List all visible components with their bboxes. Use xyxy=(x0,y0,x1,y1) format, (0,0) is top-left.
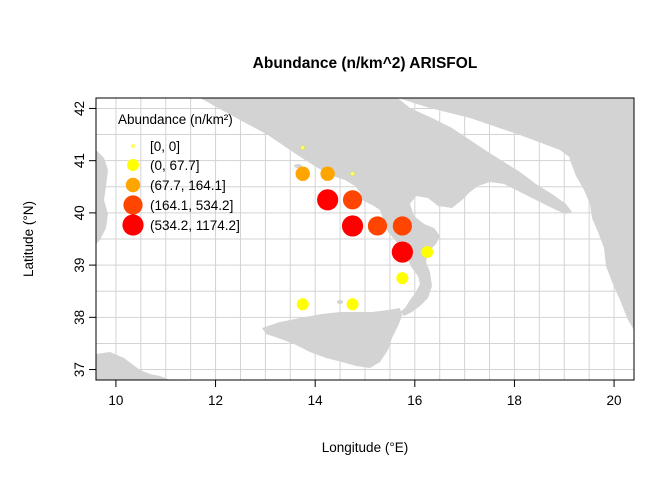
abundance-point xyxy=(392,216,412,236)
abundance-point xyxy=(300,145,306,151)
land-masses xyxy=(96,98,634,380)
legend-symbol xyxy=(127,159,139,171)
legend-label: [0, 0] xyxy=(150,139,180,154)
land-sardinia xyxy=(96,150,108,244)
abundance-point xyxy=(342,190,363,210)
abundance-point xyxy=(350,171,355,177)
land-island-aeolian xyxy=(337,300,343,304)
y-tick-label: 39 xyxy=(72,258,87,273)
y-tick-label: 37 xyxy=(72,362,87,377)
abundance-point xyxy=(421,246,434,259)
land-italy xyxy=(200,98,634,195)
abundance-points xyxy=(295,145,434,311)
x-tick-label: 16 xyxy=(407,393,422,408)
x-axis-label: Longitude (°E) xyxy=(322,440,408,455)
legend-label: (534.2, 1174.2] xyxy=(150,218,240,233)
legend-symbol xyxy=(130,143,136,149)
abundance-point xyxy=(367,216,388,236)
legend: Abundance (n/km²) [0, 0] (0, 67.7] (67.7, … xyxy=(118,112,240,236)
land-sicily xyxy=(262,308,402,368)
abundance-point xyxy=(391,241,413,263)
x-tick-label: 20 xyxy=(607,393,622,408)
y-tick-label: 42 xyxy=(72,101,87,116)
legend-symbol xyxy=(125,177,141,193)
legend-symbol xyxy=(123,195,143,215)
x-tick-label: 18 xyxy=(507,393,522,408)
y-tick-label: 40 xyxy=(72,205,87,220)
y-tick-label: 41 xyxy=(72,153,87,168)
x-tick-label: 10 xyxy=(108,393,123,408)
x-tick-label: 12 xyxy=(208,393,223,408)
land-italy-mainland xyxy=(200,98,572,316)
legend-symbol xyxy=(122,214,144,236)
abundance-point xyxy=(396,272,409,285)
legend-title: Abundance (n/km²) xyxy=(118,112,233,127)
abundance-point xyxy=(317,189,339,211)
y-axis-label: Latitude (°N) xyxy=(21,201,36,277)
abundance-point xyxy=(320,166,335,181)
land-balkans xyxy=(560,98,634,330)
plot-border xyxy=(95,97,635,381)
legend-label: (164.1, 534.2] xyxy=(150,198,233,213)
abundance-point xyxy=(296,298,309,311)
abundance-point xyxy=(295,166,310,181)
chart-title: Abundance (n/km^2) ARISFOL xyxy=(253,55,478,72)
abundance-point xyxy=(346,298,359,311)
land-island-capri xyxy=(294,164,302,168)
legend-label: (0, 67.7] xyxy=(150,158,200,173)
map-panel xyxy=(96,98,634,380)
land-tunisia xyxy=(96,352,170,380)
x-axis: 10 12 14 16 18 20 xyxy=(108,380,622,408)
abundance-point xyxy=(341,215,364,237)
y-tick-label: 38 xyxy=(72,310,87,325)
x-tick-label: 14 xyxy=(308,393,324,408)
legend-label: (67.7, 164.1] xyxy=(150,178,226,193)
y-axis: 37 38 39 40 41 42 xyxy=(72,101,96,377)
